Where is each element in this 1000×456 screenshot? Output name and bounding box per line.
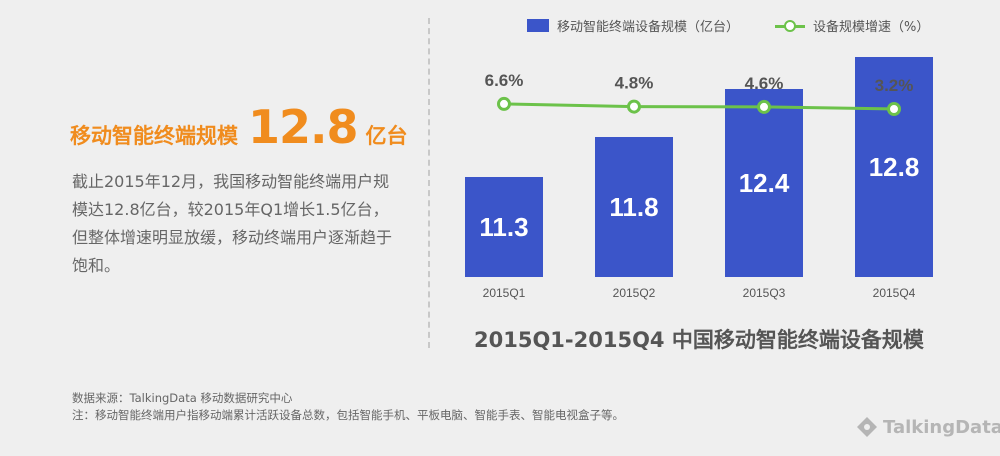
category-label: 2015Q1 <box>483 286 526 300</box>
growth-rate-line <box>503 102 895 111</box>
legend-line-swatch <box>775 19 806 32</box>
growth-rate-point <box>757 99 771 114</box>
brand-logo: TalkingData <box>856 416 1000 438</box>
definition-note: 注：移动智能终端用户指移动端累计活跃设备总数，包括智能手机、平板电脑、智能手表、… <box>72 408 624 422</box>
dashed-divider <box>428 18 430 348</box>
brand-name: TalkingData <box>883 416 1000 438</box>
growth-rate-label: 4.6% <box>745 74 784 93</box>
device-scale-chart: 11.3 2015Q1 11.8 2015Q2 12.4 2015Q3 12.8 2015Q4… <box>465 57 933 300</box>
headline-label: 移动智能终端规模 <box>70 124 238 148</box>
growth-rate-point <box>497 96 511 111</box>
bar-2015Q3 <box>725 89 803 277</box>
bar-2015Q2 <box>595 137 673 277</box>
growth-rate-point <box>887 102 901 116</box>
bar-2015Q4 <box>855 57 933 277</box>
growth-rate-label: 3.2% <box>875 76 914 95</box>
description-text: 截止2015年12月，我国移动智能终端用户规模达12.8亿台，较2015年Q1增… <box>72 172 393 275</box>
bar-2015Q1 <box>465 177 543 277</box>
headline-value: 12.8 <box>248 100 358 154</box>
footnotes: 数据来源：TalkingData 移动数据研究中心 注：移动智能终端用户指移动端… <box>72 390 624 424</box>
growth-rate-point <box>627 99 641 114</box>
growth-rate-label: 4.8% <box>615 74 654 93</box>
bar-value-label: 11.3 <box>479 212 528 242</box>
talkingdata-logo-icon <box>857 417 877 437</box>
category-label: 2015Q4 <box>873 286 916 300</box>
chart-legend: 移动智能终端设备规模（亿台） 设备规模增速（%） <box>527 16 929 35</box>
growth-rate-label: 6.6% <box>485 71 524 90</box>
legend-bar-label: 移动智能终端设备规模（亿台） <box>557 20 740 35</box>
bar-value-label: 12.8 <box>869 152 920 182</box>
category-label: 2015Q3 <box>743 286 786 300</box>
legend-bar-swatch <box>527 19 549 32</box>
category-label: 2015Q2 <box>613 286 656 300</box>
bar-value-label: 11.8 <box>609 192 658 222</box>
bar-value-label: 12.4 <box>739 168 790 198</box>
source-note: 数据来源：TalkingData 移动数据研究中心 <box>72 391 293 405</box>
legend-line-label: 设备规模增速（%） <box>813 20 930 35</box>
headline: 移动智能终端规模 12.8 亿台 <box>70 100 408 154</box>
chart-title: 2015Q1-2015Q4 中国移动智能终端设备规模 <box>474 328 924 352</box>
headline-unit: 亿台 <box>365 124 408 148</box>
